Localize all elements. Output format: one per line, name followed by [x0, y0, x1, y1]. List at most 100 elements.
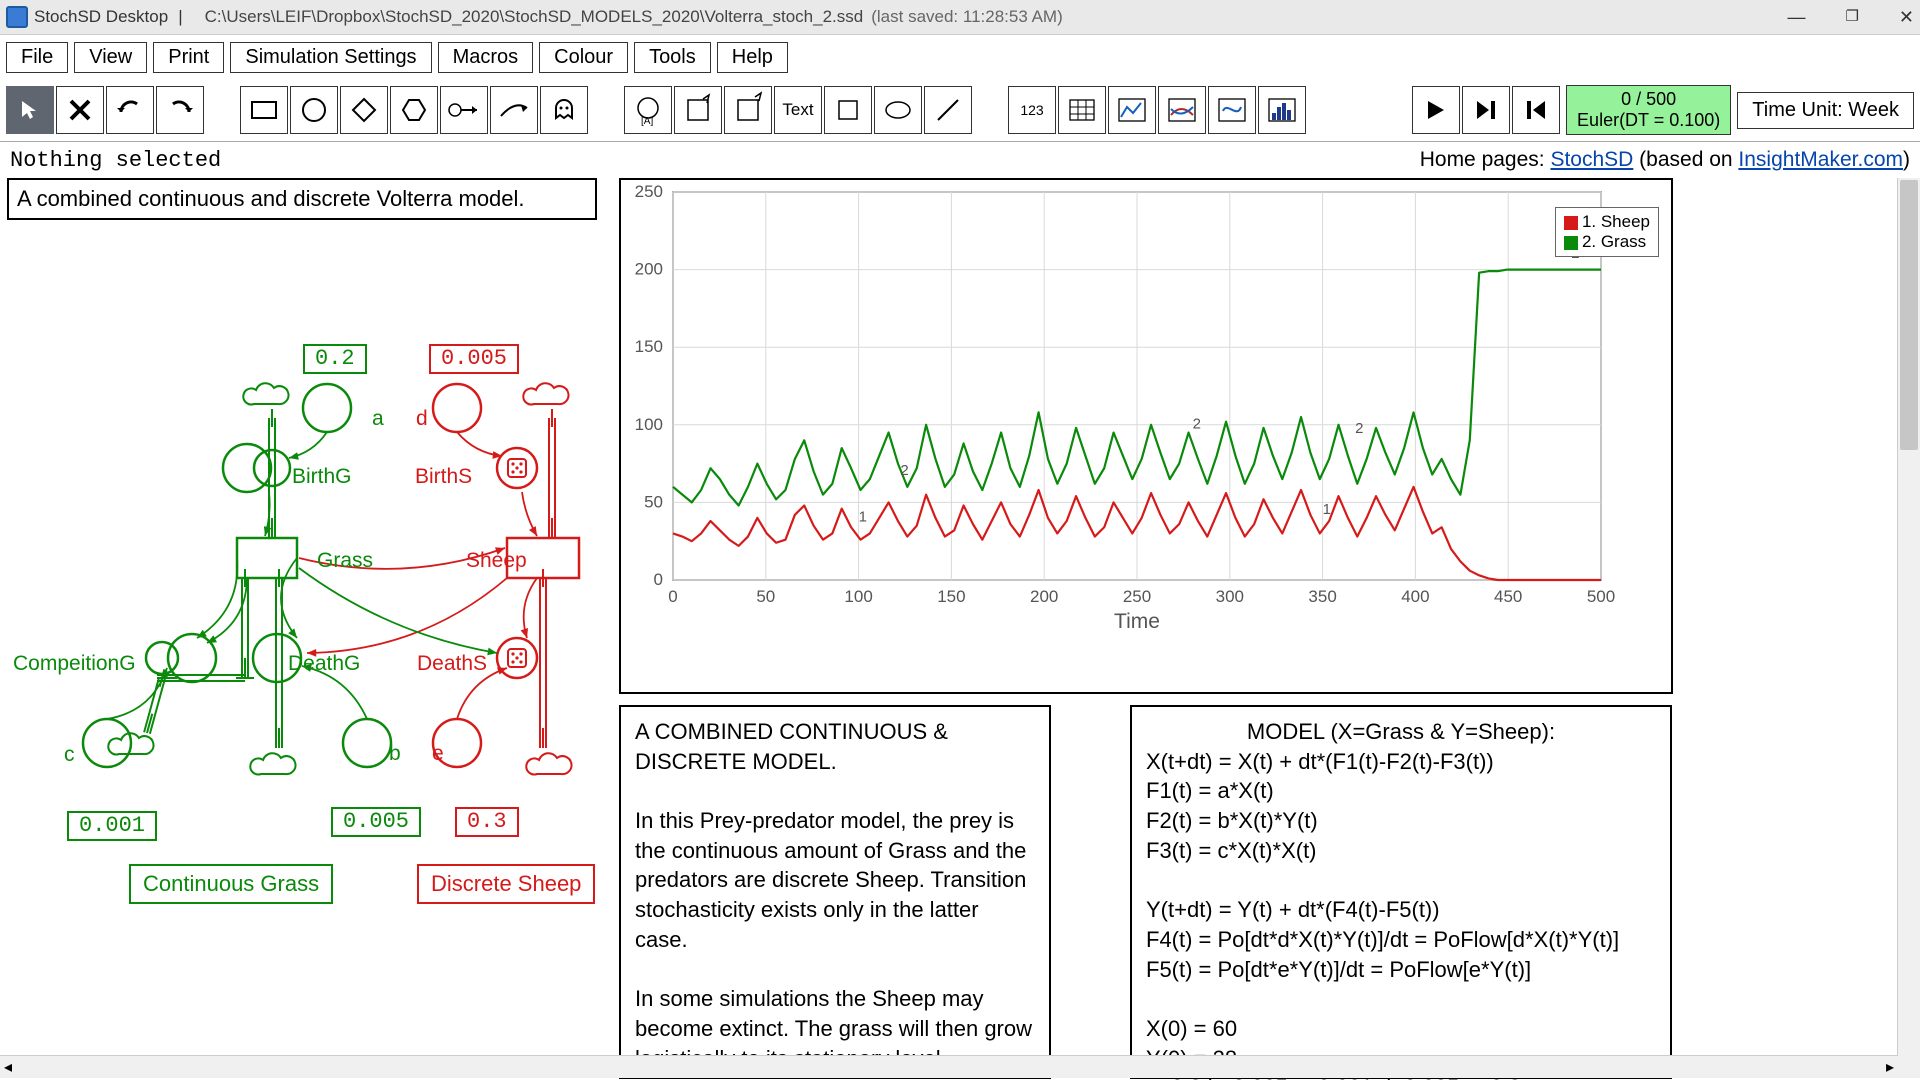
- diagram-label: Sheep: [466, 550, 527, 571]
- description-panel[interactable]: A COMBINED CONTINUOUS & DISCRETE MODEL. …: [619, 705, 1051, 1079]
- diagram-label: BirthG: [292, 466, 352, 487]
- tool-text[interactable]: Text: [774, 86, 822, 134]
- tool-flow[interactable]: [440, 86, 488, 134]
- tool-hexagon[interactable]: [390, 86, 438, 134]
- model-title-box[interactable]: A combined continuous and discrete Volte…: [7, 178, 597, 220]
- tool-xy-plot[interactable]: [1208, 86, 1256, 134]
- simulation-status: 0 / 500 Euler(DT = 0.100): [1566, 85, 1731, 134]
- menu-macros[interactable]: Macros: [438, 42, 534, 73]
- model-lines: X(t+dt) = X(t) + dt*(F1(t)-F2(t)-F3(t))F…: [1146, 747, 1656, 1080]
- svg-text:1: 1: [1323, 501, 1331, 518]
- model-title-text: A combined continuous and discrete Volte…: [17, 186, 525, 211]
- menu-view[interactable]: View: [74, 42, 147, 73]
- home-links: Home pages: StochSD (based on InsightMak…: [1420, 148, 1910, 172]
- tool-table[interactable]: [1058, 86, 1106, 134]
- tool-ghost[interactable]: [540, 86, 588, 134]
- tool-undo[interactable]: [106, 86, 154, 134]
- sim-method: Euler(DT = 0.100): [1577, 110, 1720, 131]
- param-node[interactable]: 0.005: [331, 807, 421, 837]
- app-icon: [6, 6, 28, 28]
- legend-grass: 2. Grass: [1582, 232, 1646, 251]
- time-plot[interactable]: 0501001502002503003504004505000501001502…: [619, 178, 1673, 694]
- vertical-scrollbar[interactable]: [1897, 178, 1920, 1078]
- svg-text:250: 250: [635, 182, 663, 201]
- svg-text:200: 200: [635, 260, 663, 279]
- tool-link[interactable]: [490, 86, 538, 134]
- reset-button[interactable]: [1512, 86, 1560, 134]
- tool-redo[interactable]: [156, 86, 204, 134]
- diagram-label: CompeitionG: [13, 653, 136, 674]
- diagram-label: d: [416, 408, 428, 429]
- menu-simulation-settings[interactable]: Simulation Settings: [230, 42, 431, 73]
- tool-stock[interactable]: [240, 86, 288, 134]
- svg-text:0: 0: [668, 587, 677, 606]
- tool-histogram[interactable]: [1258, 86, 1306, 134]
- link-stochsd[interactable]: StochSD: [1550, 148, 1633, 171]
- tool-rect[interactable]: [824, 86, 872, 134]
- menu-colour[interactable]: Colour: [539, 42, 628, 73]
- menu-print[interactable]: Print: [153, 42, 224, 73]
- diagram-label: Grass: [317, 550, 373, 571]
- time-unit[interactable]: Time Unit: Week: [1737, 92, 1914, 129]
- param-node[interactable]: 0.005: [429, 344, 519, 374]
- model-diagram[interactable]: 0.20.0050.0010.0050.3adBirthGBirthSGrass…: [7, 248, 607, 978]
- horizontal-scrollbar[interactable]: ◂▸: [0, 1055, 1898, 1078]
- model-title-line: MODEL (X=Grass & Y=Sheep):: [1146, 717, 1656, 747]
- sim-step: 0 / 500: [1577, 89, 1720, 110]
- tool-auxiliary[interactable]: [290, 86, 338, 134]
- diagram-label: b: [389, 743, 401, 764]
- svg-text:2: 2: [900, 462, 908, 479]
- diagram-label: c: [64, 744, 75, 765]
- svg-text:250: 250: [1123, 587, 1151, 606]
- minimize-icon[interactable]: —: [1787, 7, 1805, 28]
- svg-text:200: 200: [1030, 587, 1058, 606]
- diagram-label: DeathG: [288, 653, 360, 674]
- svg-text:100: 100: [844, 587, 872, 606]
- tool-compare-plot[interactable]: [1158, 86, 1206, 134]
- tool-line[interactable]: [924, 86, 972, 134]
- svg-text:450: 450: [1494, 587, 1522, 606]
- tool-number-display[interactable]: 123: [1008, 86, 1056, 134]
- svg-text:[A]: [A]: [641, 116, 653, 127]
- menu-file[interactable]: File: [6, 42, 68, 73]
- model-equation-panel[interactable]: MODEL (X=Grass & Y=Sheep): X(t+dt) = X(t…: [1130, 705, 1672, 1079]
- tool-arrow-up[interactable]: [724, 86, 772, 134]
- svg-text:2: 2: [1193, 416, 1201, 433]
- title-bar: StochSD Desktop | C:\Users\LEIF\Dropbox\…: [0, 0, 1920, 35]
- svg-text:50: 50: [756, 587, 775, 606]
- svg-text:350: 350: [1308, 587, 1336, 606]
- diagram-legend-box[interactable]: Discrete Sheep: [417, 864, 595, 904]
- svg-text:50: 50: [644, 492, 663, 511]
- diagram-label: DeathS: [417, 653, 487, 674]
- menu-tools[interactable]: Tools: [634, 42, 711, 73]
- tool-ellipse[interactable]: [874, 86, 922, 134]
- svg-text:100: 100: [635, 415, 663, 434]
- diagram-label: e: [432, 743, 444, 764]
- param-node[interactable]: 0.2: [303, 344, 367, 374]
- diagram-legend-box[interactable]: Continuous Grass: [129, 864, 333, 904]
- svg-text:2: 2: [1355, 420, 1363, 437]
- run-button[interactable]: [1412, 86, 1460, 134]
- app-name: StochSD Desktop: [34, 7, 168, 27]
- param-node[interactable]: 0.3: [455, 807, 519, 837]
- tool-variable[interactable]: [A]: [624, 86, 672, 134]
- tool-pointer[interactable]: [6, 86, 54, 134]
- menu-help[interactable]: Help: [717, 42, 788, 73]
- link-insightmaker[interactable]: InsightMaker.com: [1738, 148, 1903, 171]
- status-row: Nothing selected Home pages: StochSD (ba…: [0, 142, 1920, 178]
- svg-text:150: 150: [937, 587, 965, 606]
- legend-sheep: 1. Sheep: [1582, 212, 1650, 231]
- chart-svg: 0501001502002503003504004505000501001502…: [621, 180, 1667, 688]
- step-button[interactable]: [1462, 86, 1510, 134]
- maximize-icon[interactable]: ❐: [1845, 7, 1858, 28]
- menu-bar: File View Print Simulation Settings Macr…: [0, 35, 1920, 79]
- svg-text:Time: Time: [1114, 610, 1160, 633]
- tool-diamond[interactable]: [340, 86, 388, 134]
- param-node[interactable]: 0.001: [67, 811, 157, 841]
- tool-delete[interactable]: [56, 86, 104, 134]
- svg-text:0: 0: [654, 570, 663, 589]
- close-icon[interactable]: ✕: [1899, 7, 1914, 28]
- tool-line-plot[interactable]: [1108, 86, 1156, 134]
- tool-converter[interactable]: [674, 86, 722, 134]
- workspace[interactable]: A combined continuous and discrete Volte…: [0, 178, 1920, 1078]
